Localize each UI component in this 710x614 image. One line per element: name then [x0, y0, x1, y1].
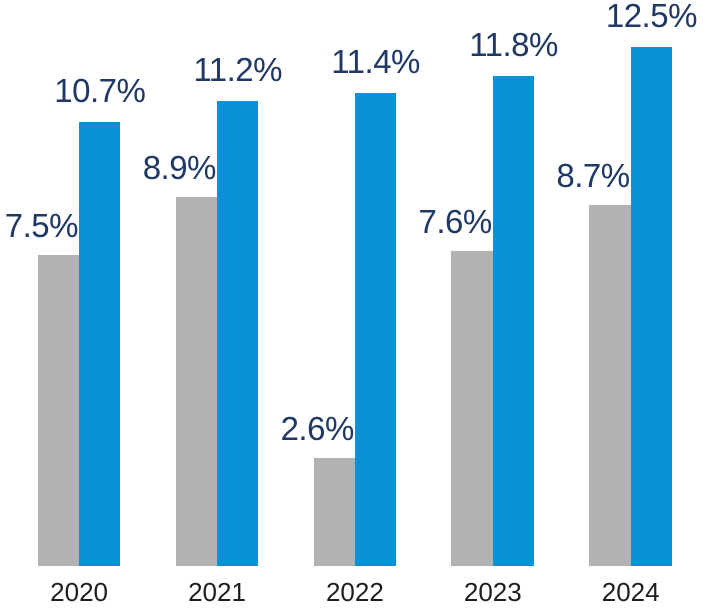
category-label-2024: 2024	[601, 577, 660, 607]
bar-blue-2024	[630, 47, 673, 566]
category-label-2021: 2021	[188, 577, 246, 607]
data-label-gray-2024: 8.7%	[556, 156, 630, 194]
data-label-gray-2022: 2.6%	[280, 410, 355, 448]
data-label-blue-2021: 11.2%	[193, 51, 282, 89]
bar-blue-2021	[217, 101, 259, 566]
bar-blue-2023	[492, 76, 535, 566]
bar-gray-2024	[589, 204, 631, 566]
category-label-2022: 2022	[325, 577, 384, 607]
data-label-blue-2022: 11.4%	[331, 42, 420, 80]
data-label-gray-2023: 7.6%	[418, 202, 492, 240]
bar-blue-2022	[354, 92, 397, 566]
category-label-2023: 2023	[463, 577, 522, 607]
data-label-blue-2024: 12.5%	[605, 0, 698, 35]
bar-blue-2020	[79, 121, 121, 566]
bar-gray-2023	[451, 250, 493, 566]
bar-gray-2020	[37, 254, 80, 566]
data-label-gray-2020: 7.5%	[4, 206, 79, 244]
data-label-blue-2023: 11.8%	[469, 26, 558, 64]
bar-gray-2021	[175, 196, 217, 566]
bar-gray-2022	[313, 458, 355, 566]
data-label-gray-2021: 8.9%	[142, 148, 217, 186]
category-label-2020: 2020	[50, 577, 109, 607]
data-label-blue-2020: 10.7%	[54, 71, 146, 109]
